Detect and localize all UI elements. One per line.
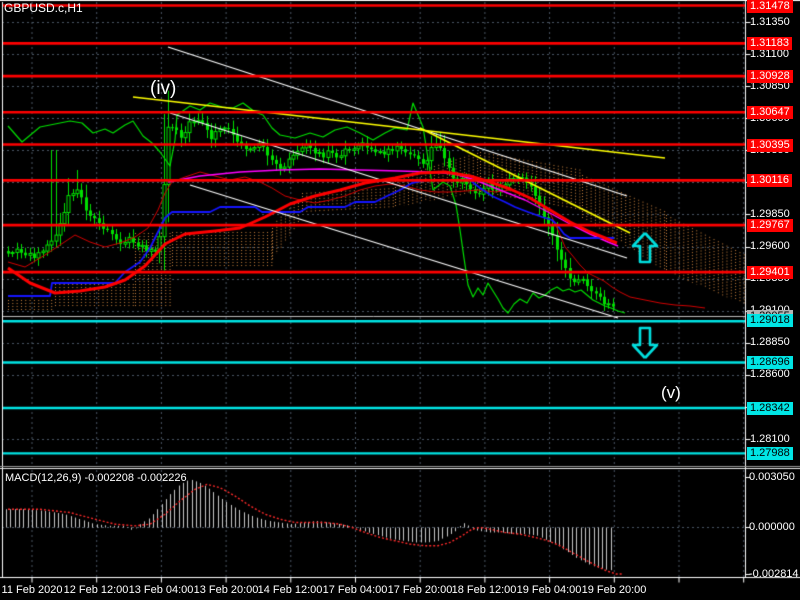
macd-axis-label: 0.003050	[749, 470, 795, 483]
macd-indicator-label: MACD(12,26,9) -0.002208 -0.002226	[5, 472, 187, 484]
time-tick-label: 11 Feb 2020	[1, 584, 63, 596]
price-tick-label: 1.28100	[750, 432, 790, 445]
price-tick-label: 1.29850	[750, 207, 790, 220]
symbol-timeframe-label: GBPUSD.c,H1	[4, 1, 83, 15]
resistance-price-label: 1.29767	[747, 218, 793, 232]
time-tick-label: 19 Feb 20:00	[581, 584, 647, 596]
macd-axis-label: -0.002814	[749, 567, 799, 580]
price-tick-label: 1.31350	[750, 15, 790, 28]
support-price-label: 1.27988	[747, 446, 793, 460]
time-tick-label: 17 Feb 20:00	[387, 584, 453, 596]
resistance-price-label: 1.30395	[747, 138, 793, 152]
wave-v-annotation: (v)	[661, 383, 681, 402]
time-tick-label: 14 Feb 12:00	[257, 584, 323, 596]
time-tick-label: 12 Feb 12:00	[63, 584, 129, 596]
support-price-label: 1.28342	[747, 401, 793, 415]
resistance-price-label: 1.30116	[747, 173, 792, 187]
wave-iv-annotation: (iv)	[150, 78, 177, 99]
time-tick-label: 17 Feb 04:00	[322, 584, 388, 596]
price-tick-label: 1.31100	[750, 47, 789, 60]
resistance-price-label: 1.30928	[747, 69, 793, 83]
resistance-price-label: 1.30647	[747, 105, 793, 119]
time-tick-label: 13 Feb 20:00	[193, 584, 259, 596]
support-price-label: 1.28696	[747, 355, 793, 369]
support-price-label: 1.29018	[747, 313, 793, 327]
macd-axis-label: 0.000000	[749, 520, 795, 533]
price-tick-label: 1.28600	[750, 367, 790, 380]
price-tick-label: 1.29600	[750, 239, 790, 252]
price-tick-label: 1.30850	[750, 79, 790, 92]
resistance-price-label: 1.31183	[747, 36, 792, 50]
time-tick-label: 13 Feb 04:00	[128, 584, 194, 596]
resistance-price-label: 1.31478	[747, 0, 793, 13]
time-tick-label: 19 Feb 04:00	[516, 584, 582, 596]
time-tick-label: 18 Feb 12:00	[451, 584, 517, 596]
resistance-price-label: 1.29401	[747, 265, 793, 279]
price-tick-label: 1.28850	[750, 335, 790, 348]
